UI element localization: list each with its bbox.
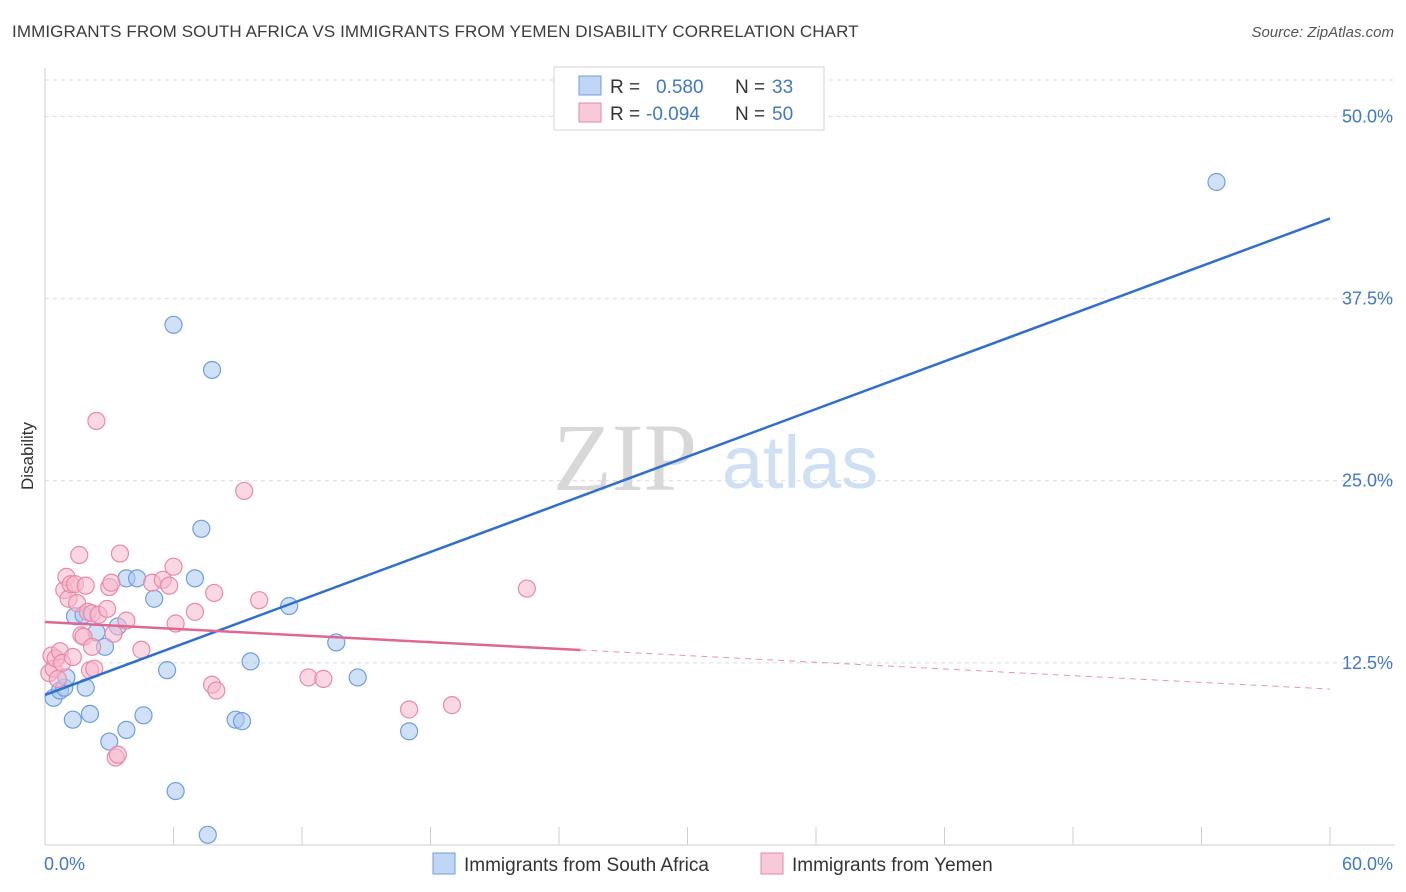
data-point-south-africa [157,661,177,680]
data-point-yemen [83,637,102,656]
data-point-yemen [250,591,269,610]
data-point-yemen [76,576,95,595]
bottom-legend-swatch-yemen [760,852,784,875]
y-tick-label: 12.5% [1342,653,1393,673]
data-point-yemen [70,545,89,565]
x-tick-label: 0.0% [44,854,85,874]
y-tick-label: 37.5% [1342,289,1393,309]
legend-box: R = 0.580 N = 33 R = -0.094 N = 50 [553,66,825,131]
data-point-south-africa [348,668,367,687]
trend-line-south-africa [44,217,1331,697]
data-point-south-africa [241,652,260,671]
trend-layer [44,217,1331,697]
legend-n-value: 50 [772,104,793,125]
grid-layer [45,79,1395,664]
data-point-yemen [164,557,183,576]
data-point-south-africa [399,722,419,741]
chart-source: Source: ZipAtlas.com [1251,24,1394,41]
data-point-south-africa [198,825,217,844]
legend-r-value: 0.580 [656,77,704,98]
data-point-yemen [442,696,462,715]
bottom-legend-label-south-africa: Immigrants from South Africa [464,855,709,876]
legend-n-value: 33 [772,77,793,98]
data-point-south-africa [100,732,119,751]
legend-swatch-yemen [578,102,602,123]
data-point-yemen [108,745,127,764]
legend-swatch-south-africa [578,75,602,96]
data-point-south-africa [63,710,82,729]
bottom-legend-swatch-south-africa [432,852,456,875]
trend-line-yemen [44,620,581,652]
y-tick-label: 25.0% [1342,471,1393,491]
data-point-yemen [48,669,67,688]
legend-row-yemen: R = -0.094 N = 50 [578,102,793,125]
y-tick-label: 50.0% [1342,106,1393,126]
data-point-south-africa [1207,172,1226,192]
legend-n-label: N = [735,104,765,125]
data-point-yemen [207,681,226,700]
watermark-zip: ZIP [553,404,697,511]
legend-row-south-africa: R = 0.580 N = 33 [578,75,793,98]
data-point-south-africa [192,519,211,538]
tick-label-layer: 12.5% 25.0% 37.5% 50.0% 0.0% 60.0% [44,106,1393,874]
legend-r-label: R = [610,104,640,125]
data-point-yemen [205,583,224,603]
chart-title: IMMIGRANTS FROM SOUTH AFRICA VS IMMIGRAN… [12,22,859,41]
data-point-south-africa [185,569,205,588]
data-point-yemen [87,411,106,431]
data-point-yemen [299,668,318,687]
data-point-yemen [63,647,82,667]
legend-n-label: N = [735,77,765,98]
x-tick-label: 60.0% [1342,854,1393,874]
data-point-yemen [517,579,536,598]
data-point-yemen [314,669,333,688]
data-point-south-africa [134,706,153,725]
data-point-yemen [160,576,179,595]
axis-layer [44,68,1395,846]
legend-r-label: R = [610,77,640,98]
data-point-south-africa [164,315,183,334]
bottom-legend-label-yemen: Immigrants from Yemen [792,855,993,876]
data-point-yemen [98,599,117,619]
watermark-atlas: atlas [722,421,878,504]
data-point-south-africa [202,360,222,380]
data-point-south-africa [232,712,252,731]
data-point-south-africa [80,704,100,723]
data-point-south-africa [145,589,164,608]
data-point-yemen [185,602,205,621]
data-point-yemen [104,624,123,643]
y-axis-title: Disability [18,421,37,490]
data-point-yemen [110,544,130,563]
legend-r-value: -0.094 [646,104,700,125]
trend-line-yemen-dashed [580,649,1331,690]
data-point-yemen [102,573,121,592]
data-point-south-africa [166,781,185,801]
watermark: ZIP atlas [553,404,878,511]
data-point-south-africa [127,569,147,588]
data-point-south-africa [117,720,136,739]
data-point-yemen [399,700,419,719]
data-point-yemen [235,481,254,501]
bottom-legend: Immigrants from South Africa Immigrants … [432,852,993,876]
